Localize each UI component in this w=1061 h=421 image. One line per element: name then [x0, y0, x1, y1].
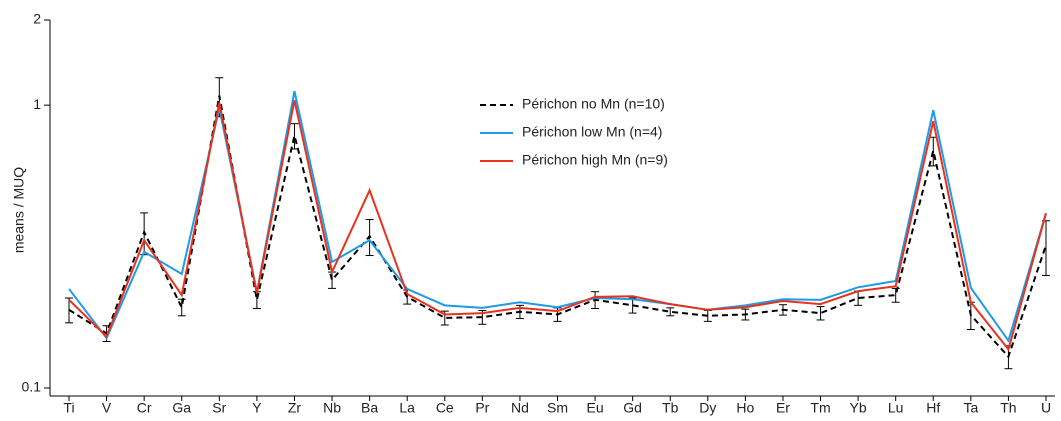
legend-label: Périchon low Mn (n=4): [522, 124, 662, 140]
x-tick-label: Cr: [137, 400, 152, 416]
series-line: [68, 100, 1047, 352]
x-tick-label: Ga: [172, 400, 191, 416]
x-tick-label: Ce: [436, 400, 454, 416]
x-tick-label: Lu: [888, 400, 904, 416]
x-tick-label: Sm: [547, 400, 568, 416]
x-tick-label: Nb: [323, 400, 341, 416]
y-tick-label: 1: [33, 96, 41, 112]
x-tick-label: Ba: [361, 400, 378, 416]
x-tick-label: Nd: [511, 400, 529, 416]
x-tick-label: Th: [1000, 400, 1016, 416]
x-tick-label: U: [1041, 400, 1051, 416]
x-tick-label: Ho: [736, 400, 754, 416]
x-tick-label: Dy: [699, 400, 716, 416]
x-tick-label: Yb: [850, 400, 867, 416]
x-tick-label: Y: [252, 400, 262, 416]
x-tick-label: Ta: [963, 400, 978, 416]
x-tick-label: Er: [776, 400, 790, 416]
y-tick-label: 2: [33, 11, 41, 27]
x-tick-label: Hf: [926, 400, 940, 416]
x-tick-label: Tm: [810, 400, 830, 416]
x-tick-label: Tb: [662, 400, 679, 416]
x-tick-label: Zr: [288, 400, 302, 416]
y-axis-label: means / MUQ: [11, 167, 27, 253]
x-tick-label: Ti: [63, 400, 74, 416]
x-tick-label: V: [102, 400, 112, 416]
y-tick-label: 0.1: [22, 379, 42, 395]
legend-label: Périchon high Mn (n=9): [522, 152, 668, 168]
x-tick-label: La: [399, 400, 415, 416]
x-tick-label: Gd: [623, 400, 642, 416]
x-tick-label: Pr: [475, 400, 489, 416]
x-tick-label: Eu: [587, 400, 604, 416]
legend-label: Périchon no Mn (n=10): [522, 96, 665, 112]
x-tick-label: Sr: [212, 400, 226, 416]
